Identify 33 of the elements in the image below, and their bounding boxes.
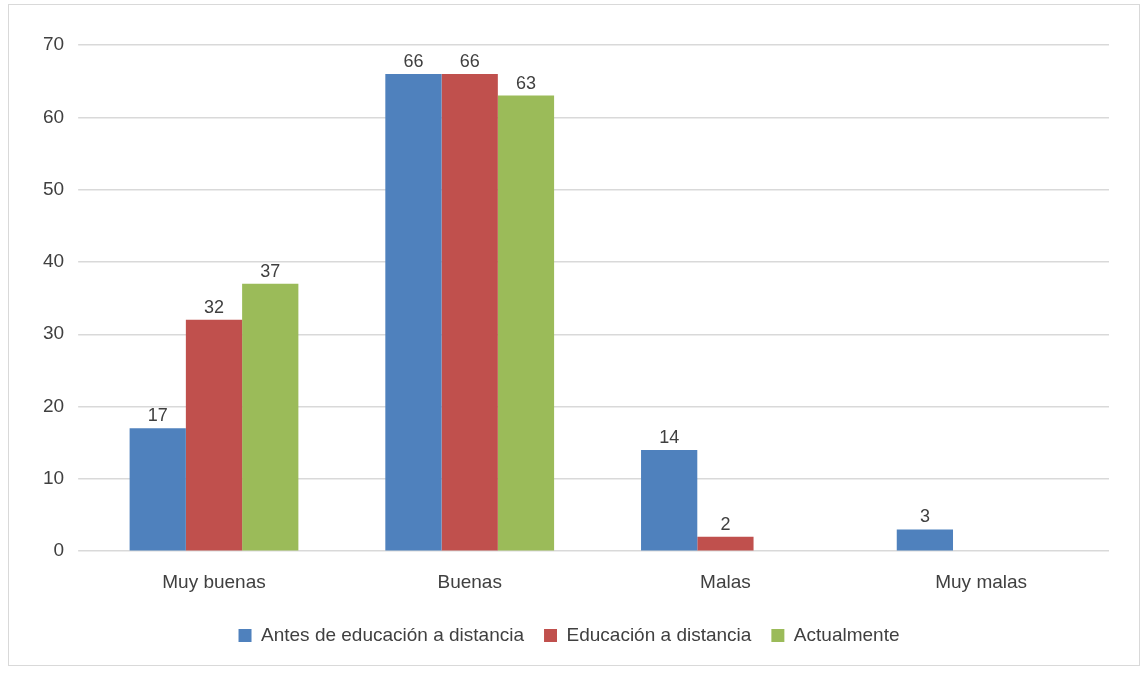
data-label: 2	[720, 513, 731, 534]
y-tick-label: 60	[42, 105, 65, 127]
bar	[697, 536, 754, 551]
legend-label: Actualmente	[793, 623, 900, 645]
y-tick-label: 70	[42, 33, 65, 55]
legend-label: Educación a distancia	[566, 623, 752, 645]
y-tick-label: 50	[42, 177, 65, 199]
bar	[641, 449, 698, 551]
y-tick-label: 40	[42, 250, 65, 272]
bar	[896, 529, 954, 551]
bar	[242, 283, 299, 551]
legend-label: Antes de educación a distancia	[261, 623, 525, 645]
y-tick-label: 10	[42, 467, 65, 489]
data-label: 37	[260, 260, 281, 281]
data-label: 14	[659, 426, 680, 447]
x-tick-label: Buenas	[437, 570, 502, 592]
data-label: 66	[459, 50, 480, 71]
data-label: 17	[147, 405, 168, 426]
data-label: 32	[203, 296, 225, 317]
data-label: 3	[919, 506, 930, 527]
bar	[497, 95, 555, 551]
x-tick-label: Muy buenas	[162, 570, 266, 592]
data-label: 63	[515, 72, 536, 93]
bar	[441, 73, 498, 551]
bar	[185, 319, 243, 551]
data-label: 66	[403, 50, 424, 71]
y-tick-label: 30	[42, 322, 65, 344]
y-tick-label: 20	[42, 394, 65, 416]
x-tick-label: Muy malas	[935, 570, 1028, 592]
bar	[129, 428, 186, 551]
y-tick-label: 0	[53, 539, 65, 561]
x-tick-label: Malas	[700, 570, 751, 592]
bar	[385, 73, 442, 551]
